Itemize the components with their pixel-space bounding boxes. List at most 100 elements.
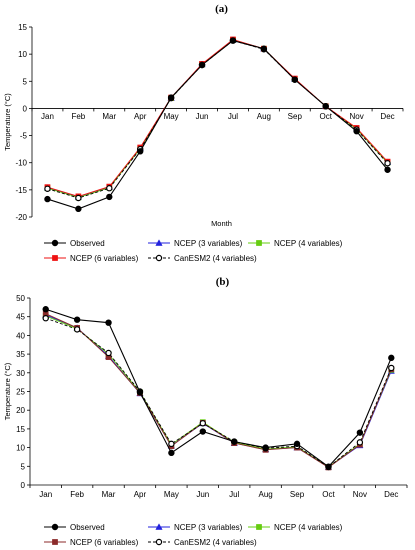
y-axis-title: Temperature (°C) [3,93,12,151]
x-tick-label: Jul [229,490,239,499]
y-tick-label: 15 [18,23,27,32]
y-tick-label: 5 [21,462,26,471]
legend-item: NCEP (4 variables) [248,239,343,248]
data-point [388,364,395,372]
legend-marker [51,239,59,247]
series-3 [44,37,391,201]
legend-label: Observed [70,239,105,248]
data-point [229,37,237,44]
y-tick-label: 40 [16,331,25,340]
legend-marker [256,524,262,530]
data-point [384,160,391,167]
data-point [44,185,51,192]
data-point [105,319,112,326]
data-point [75,205,82,213]
legend-item: CanESM2 (4 variables) [148,254,257,263]
legend-label: NCEP (4 variables) [274,239,343,248]
y-tick-label: 30 [16,369,25,378]
y-tick-label: 15 [16,425,25,434]
legend-marker [155,523,163,530]
data-point [384,166,391,173]
series-3 [42,313,395,470]
data-point [137,148,144,155]
data-point [75,194,82,202]
legend-item: Observed [44,239,105,248]
series-2 [42,311,395,470]
data-point [42,306,49,313]
data-point [199,428,206,435]
series-line [45,313,392,468]
legend-item: NCEP (4 variables) [248,523,343,532]
legend-marker [51,523,59,531]
x-tick-label: Feb [71,112,85,121]
y-tick-label: 0 [21,481,26,490]
data-point [356,439,364,446]
series-4 [44,36,391,200]
x-tick-label: Nov [353,490,367,499]
chart-panel-2: (b) 0 5 10 15 20 25 30 35 40 45 50 Jan Feb Mar Apr May Ju… [3,276,408,547]
legend-marker [155,538,163,546]
data-point [168,449,175,457]
x-tick-label: May [164,490,179,499]
series-line [47,38,388,197]
legend-item: NCEP (3 variables) [148,523,243,532]
y-tick-label: 20 [16,406,25,415]
x-tick-label: Apr [134,112,147,121]
x-tick-label: Sep [290,490,305,499]
data-point [260,45,268,52]
data-point [293,440,301,448]
data-point [325,463,332,470]
x-tick-label: Jul [228,112,238,121]
series-5 [42,314,395,471]
legend-label: NCEP (6 variables) [70,538,139,547]
series-4 [42,310,395,471]
legend-label: CanESM2 (4 variables) [174,538,257,547]
data-point [106,193,113,201]
data-point [322,103,329,110]
x-tick-label: Oct [322,490,335,499]
y-tick-label: -5 [20,132,28,141]
legend-item: Observed [44,523,105,532]
series-1 [44,37,391,213]
y-tick-label: 35 [16,350,25,359]
data-point [199,420,206,427]
y-tick-label: 10 [16,444,25,453]
legend-item: NCEP (6 variables) [44,254,139,263]
y-tick-label: -20 [15,213,27,222]
x-tick-label: Apr [134,490,147,499]
legend-item: CanESM2 (4 variables) [148,538,257,547]
legend-item: NCEP (3 variables) [148,239,243,248]
x-tick-label: Jun [196,112,209,121]
chart-panel-1: (a) -20 -15 -10 -5 0 5 10 15 Jan Feb Mar Apr May Jun Ju… [3,3,404,263]
series-line [45,317,392,468]
data-point [262,444,269,451]
legend: Observed NCEP (3 variables) NCEP (4 variab… [44,239,343,263]
data-point [356,429,364,436]
legend-marker [155,239,163,246]
legend-label: CanESM2 (4 variables) [174,254,257,263]
legend-label: NCEP (3 variables) [174,239,243,248]
x-tick-label: Feb [70,490,84,499]
series-1 [42,306,395,470]
legend: Observed NCEP (3 variables) NCEP (4 variab… [44,523,343,547]
series-line [47,39,388,198]
data-point [388,354,395,362]
y-tick-label: 45 [16,313,25,322]
x-tick-label: Nov [350,112,364,121]
y-tick-label: -10 [15,159,27,168]
legend-label: NCEP (3 variables) [174,523,243,532]
data-point [136,389,144,396]
x-tick-label: Dec [384,490,398,499]
x-tick-label: Dec [380,112,394,121]
data-point [44,195,51,203]
y-tick-label: 10 [18,50,27,59]
data-point [42,314,49,322]
x-axis-title: Month [211,219,232,228]
series-line [45,315,392,468]
legend-marker [155,254,163,262]
x-tick-label: Aug [257,112,271,121]
y-tick-label: 5 [23,77,28,86]
data-point [167,94,175,101]
series-line [47,39,388,210]
